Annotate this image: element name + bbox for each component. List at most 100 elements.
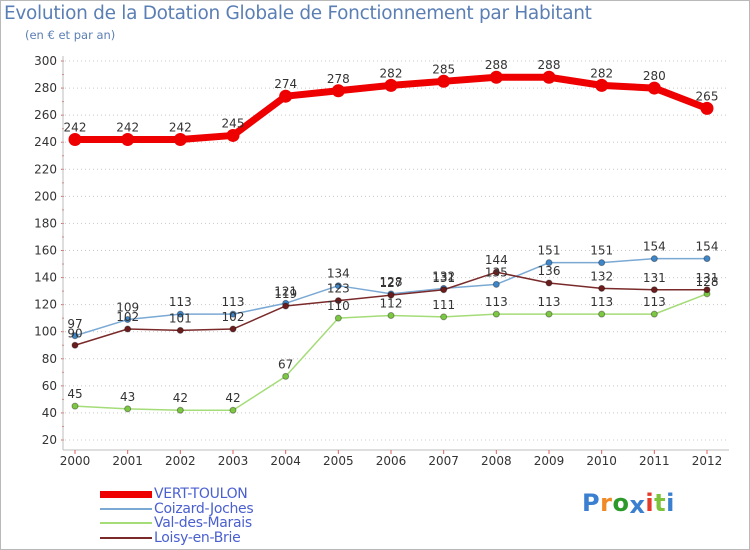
data-label: 113 [643, 295, 666, 309]
data-label: 131 [696, 271, 719, 285]
data-label: 110 [327, 299, 350, 313]
x-tick-label: 2008 [481, 454, 512, 468]
y-tick-label: 300 [34, 54, 57, 68]
y-tick-label: 80 [42, 352, 57, 366]
y-tick-label: 220 [34, 162, 57, 176]
data-point [229, 325, 237, 333]
data-label: 242 [64, 121, 87, 135]
proxiti-logo: Proxiti [582, 489, 675, 519]
data-label: 245 [222, 116, 245, 130]
data-point [121, 133, 135, 147]
data-point [282, 302, 290, 310]
data-label: 285 [432, 62, 455, 76]
data-point [700, 101, 714, 115]
y-tick-label: 40 [42, 406, 57, 420]
x-tick-label: 2007 [428, 454, 459, 468]
legend-label: Val-des-Marais [154, 515, 252, 531]
data-point [176, 310, 184, 318]
data-label: 151 [538, 244, 561, 258]
data-label: 109 [116, 301, 139, 315]
data-label: 282 [380, 66, 403, 80]
y-tick-label: 60 [42, 379, 57, 393]
x-tick-label: 2001 [112, 454, 143, 468]
data-label: 132 [590, 269, 613, 283]
series-markers [68, 70, 714, 414]
data-point [545, 310, 553, 318]
y-tick-label: 180 [34, 216, 57, 230]
data-label: 101 [169, 311, 192, 325]
y-tick-label: 280 [34, 81, 57, 95]
x-tick-label: 2002 [165, 454, 196, 468]
data-point [71, 332, 79, 340]
data-label: 131 [643, 271, 666, 285]
y-tick-label: 140 [34, 271, 57, 285]
data-point [229, 310, 237, 318]
data-label: 128 [380, 275, 403, 289]
y-tick-label: 200 [34, 189, 57, 203]
data-point [334, 314, 342, 322]
data-label: 135 [485, 265, 508, 279]
data-label: 274 [274, 77, 297, 91]
data-label: 136 [538, 264, 561, 278]
data-point [437, 74, 451, 88]
tick-labels: 20 40 60 80 100 120 140 160 180 200 220 240 260 280 30… [34, 54, 722, 468]
data-point [387, 291, 395, 299]
data-label: 113 [485, 295, 508, 309]
data-label: 42 [173, 391, 188, 405]
chart-title: Evolution de la Dotation Globale de Fonc… [4, 3, 592, 24]
data-label: 132 [432, 269, 455, 283]
data-label: 113 [169, 295, 192, 309]
y-tick-label: 240 [34, 135, 57, 149]
y-tick-label: 120 [34, 298, 57, 312]
data-label: 90 [67, 326, 82, 340]
data-point [492, 310, 500, 318]
data-point [598, 310, 606, 318]
x-tick-label: 2006 [376, 454, 407, 468]
chart-subtitle: (en € et par an) [25, 28, 116, 42]
y-tick-label: 160 [34, 244, 57, 258]
data-point [492, 268, 500, 276]
x-tick-label: 2000 [60, 454, 91, 468]
x-tick-label: 2004 [270, 454, 301, 468]
data-point [598, 259, 606, 267]
data-label: 288 [538, 58, 561, 72]
data-point [703, 255, 711, 263]
data-point [229, 406, 237, 414]
x-tick-label: 2003 [218, 454, 249, 468]
data-label: 43 [120, 390, 135, 404]
data-label: 288 [485, 58, 508, 72]
data-point [703, 286, 711, 294]
data-point [598, 284, 606, 292]
data-label: 113 [590, 295, 613, 309]
data-point [71, 341, 79, 349]
legend-swatch [100, 522, 152, 524]
data-label: 134 [327, 267, 350, 281]
data-label: 151 [590, 244, 613, 258]
data-label: 282 [590, 66, 613, 80]
data-point [650, 310, 658, 318]
x-tick-label: 2010 [586, 454, 617, 468]
data-point [650, 255, 658, 263]
data-point [595, 78, 609, 92]
data-label: 113 [222, 295, 245, 309]
data-point [440, 286, 448, 294]
data-point [279, 89, 293, 103]
data-point [68, 133, 82, 147]
axes [61, 56, 729, 454]
data-point [492, 280, 500, 288]
data-point [542, 70, 556, 84]
data-label: 45 [67, 387, 82, 401]
data-label: 42 [225, 391, 240, 405]
data-label: 127 [380, 276, 403, 290]
legend-label: Coizard-Joches [154, 500, 254, 517]
data-point [650, 286, 658, 294]
data-point [334, 282, 342, 290]
legend-swatch [100, 490, 152, 498]
data-label: 113 [538, 295, 561, 309]
data-point [71, 402, 79, 410]
data-point [282, 372, 290, 380]
data-point [226, 128, 240, 142]
data-label: 102 [222, 310, 245, 324]
y-tick-label: 20 [42, 433, 57, 447]
